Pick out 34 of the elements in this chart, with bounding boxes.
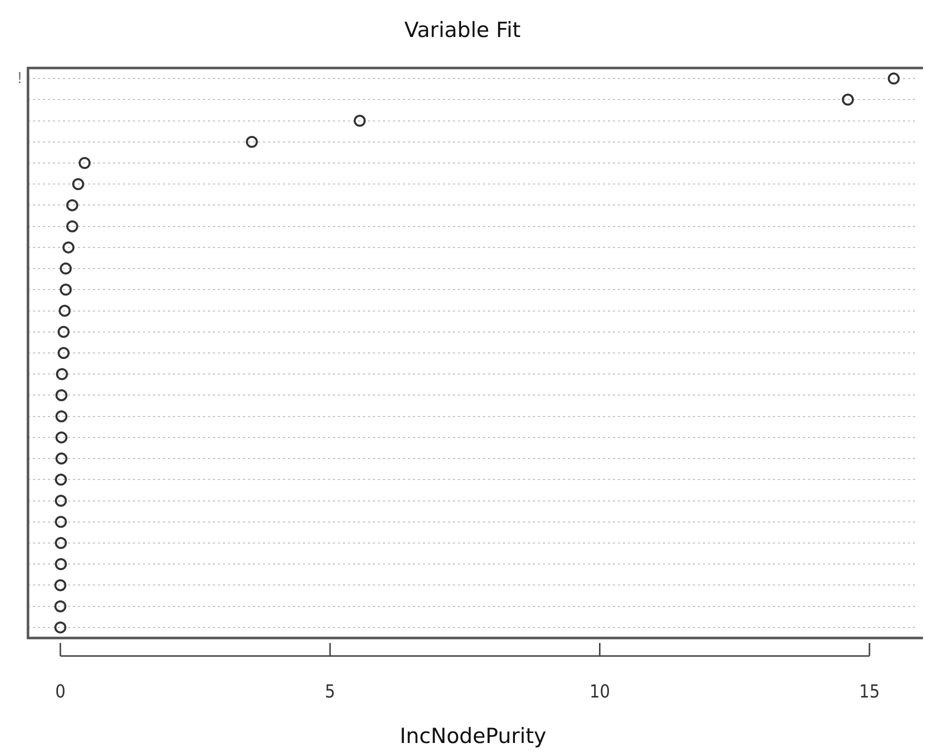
point bbox=[56, 368, 68, 380]
point bbox=[60, 284, 72, 296]
point bbox=[54, 494, 67, 507]
point bbox=[54, 621, 66, 634]
point bbox=[54, 600, 66, 612]
point bbox=[55, 431, 68, 444]
point bbox=[66, 220, 78, 232]
x-tick-label: 10 bbox=[589, 681, 610, 702]
x-tick-label: 15 bbox=[859, 681, 880, 702]
point bbox=[78, 157, 91, 169]
point bbox=[54, 516, 67, 528]
point bbox=[62, 241, 74, 254]
y-tick-label: ! bbox=[18, 70, 22, 87]
point bbox=[72, 178, 84, 190]
point bbox=[58, 347, 70, 359]
point bbox=[60, 262, 72, 275]
point bbox=[58, 326, 70, 338]
x-tick-label: 5 bbox=[324, 681, 336, 702]
point bbox=[55, 410, 68, 422]
point bbox=[54, 537, 67, 549]
point bbox=[246, 136, 258, 148]
point bbox=[55, 452, 68, 465]
point bbox=[888, 72, 900, 85]
chart-title: Variable Fit bbox=[403, 18, 522, 42]
point bbox=[54, 474, 67, 486]
x-axis-title: IncNodePurity bbox=[400, 724, 546, 748]
x-tick-label: 0 bbox=[55, 681, 66, 702]
point bbox=[55, 389, 68, 402]
point bbox=[354, 114, 366, 127]
point bbox=[842, 94, 854, 106]
point bbox=[54, 558, 67, 570]
point bbox=[66, 199, 78, 212]
point bbox=[58, 304, 71, 317]
point bbox=[54, 579, 66, 592]
